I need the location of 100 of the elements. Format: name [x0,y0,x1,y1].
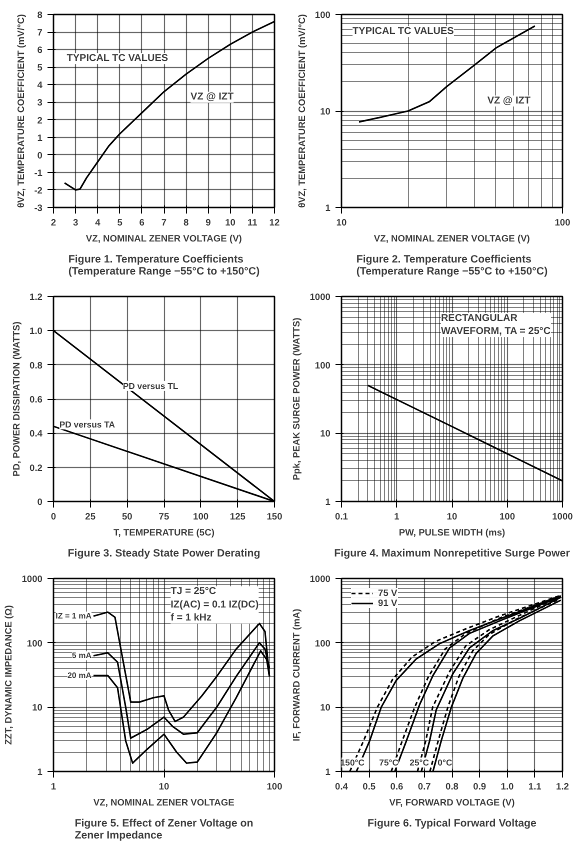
y-axis-title: θVZ, TEMPERATURE COEFFICIENT (mV/°C) [16,14,26,208]
y-tick-label: 7 [37,28,43,38]
y-tick-label: 4 [37,80,44,90]
annotation: PD versus TA [59,419,116,430]
y-tick-label: -1 [34,168,43,178]
legend-label: 91 V [378,598,398,608]
x-tick-label: 1.2 [556,782,569,792]
y-tick-label: 0 [37,497,43,507]
series-label: 5 mA [72,651,92,660]
x-tick-label: 1 [394,512,400,522]
series-label: IZ = 1 mA [56,612,92,621]
y-tick-label: 1 [325,203,331,213]
x-tick-label: 1 [50,782,56,792]
x-tick-label: 100 [193,512,209,522]
x-axis-title: VZ, NOMINAL ZENER VOLTAGE (V) [86,234,242,244]
text: Figure 4. Maximum Nonrepetitive Surge Power [334,548,570,560]
y-tick-label: 10 [320,428,331,439]
x-tick-label: 9 [206,218,211,228]
x-axis-title: PW, PULSE WIDTH (ms) [398,528,506,538]
y-tick-label: 100 [26,638,43,648]
y-tick-label: 1000 [310,292,331,302]
annotation: TYPICAL TC VALUES [66,53,168,64]
y-axis-title: θVZ, TEMPERATURE COEFFICIENT (mV/°C) [296,14,307,208]
y-axis-title: IF, FORWARD CURRENT (mA) [292,608,302,742]
annotation: VZ @ IZT [487,96,530,107]
x-tick-label: 10 [336,218,347,228]
y-tick-label: 1.0 [30,326,42,336]
y-tick-label: 100 [314,10,331,20]
annotation: 75°C [379,758,400,768]
x-tick-label: 125 [230,512,246,522]
annotation: 25°C [410,758,430,768]
y-tick-label: -2 [34,185,43,196]
x-axis-title: VZ, NOMINAL ZENER VOLTAGE (V) [374,234,530,244]
x-tick-label: 0.1 [335,512,348,522]
y-tick-label: 10 [320,702,331,713]
x-tick-label: 100 [554,218,570,228]
y-tick-label: 6 [37,45,43,56]
y-tick-label: 0.6 [30,394,42,404]
y-tick-label: 1000 [310,574,331,584]
text: Figure 5. Effect of Zener Voltage on Zener Impedance [74,818,254,842]
x-tick-label: 11 [247,218,258,228]
annotation: 0°C [438,758,453,768]
x-tick-label: 4 [95,218,102,228]
x-tick-label: 6 [139,218,145,228]
x-tick-label: 0.5 [362,782,376,792]
annotation: TYPICAL TC VALUES [352,26,454,38]
y-tick-label: 0.8 [30,360,42,370]
annotation: RECTANGULAR WAVEFORM, TA = 25°C [440,312,551,338]
y-tick-label: 100 [314,638,331,648]
y-tick-label: 1 [37,767,43,777]
text: Figure 1. Temperature Coefficients (Temperature Range −55°C to +150°C) [68,254,260,278]
y-tick-label: 1 [325,767,331,777]
x-tick-label: 3 [73,218,78,228]
x-tick-label: 1.0 [500,782,514,792]
y-tick-label: 2 [37,115,43,126]
legend-label: 75 V [378,588,398,598]
annotation: VZ @ IZT [190,92,234,103]
x-tick-label: 75 [158,512,170,522]
x-tick-label: 100 [266,782,282,792]
text: Figure 6. Typical Forward Voltage [368,818,537,830]
y-tick-label: 3 [37,98,43,108]
y-tick-label: 0.2 [30,462,42,473]
x-tick-label: 25 [85,512,96,522]
x-tick-label: 8 [184,218,189,228]
x-tick-label: 12 [269,218,280,228]
x-tick-label: 1.1 [528,782,542,792]
y-tick-label: -3 [34,203,43,213]
annotation: PD versus TL [122,380,179,391]
y-tick-label: 0 [37,150,43,160]
y-tick-label: 100 [314,360,331,370]
y-tick-label: 10 [32,702,43,713]
series-label: 20 mA [67,671,92,680]
text: Figure 3. Steady State Power Derating [68,548,260,560]
y-axis-title: ZZT, DYNAMIC IMPEDANCE (Ω) [4,605,14,745]
y-tick-label: 8 [37,10,43,20]
x-tick-label: 10 [225,218,236,228]
y-tick-label: 1 [37,132,43,143]
x-tick-label: 100 [499,512,516,522]
x-tick-label: 10 [158,782,170,792]
x-axis-title: T, TEMPERATURE (5C) [114,528,214,538]
x-tick-label: 7 [161,218,167,228]
x-tick-label: 0.8 [446,782,458,792]
x-tick-label: 50 [122,512,132,522]
x-tick-label: 10 [446,512,458,522]
annotation: TJ = 25°C IZ(AC) = 0.1 IZ(DC) f = 1 kHz [170,586,259,624]
x-axis-title: VF, FORWARD VOLTAGE (V) [389,798,515,808]
y-tick-label: 5 [37,62,43,73]
x-tick-label: 0 [50,512,56,522]
y-tick-label: 10 [320,106,331,116]
x-tick-label: 0.7 [418,782,431,792]
y-axis-title: Ppk, PEAK SURGE POWER (WATTS) [292,318,302,480]
y-tick-label: 1.2 [30,292,42,302]
y-axis-title: PD, POWER DISSIPATION (WATTS) [12,322,22,476]
x-tick-label: 2 [50,218,56,228]
x-axis-title: VZ, NOMINAL ZENER VOLTAGE [93,798,234,808]
x-tick-label: 1000 [552,512,573,522]
y-tick-label: 0.4 [30,428,44,439]
y-tick-label: 1000 [22,574,43,584]
x-tick-label: 150 [266,512,282,522]
x-tick-label: 5 [117,218,122,228]
